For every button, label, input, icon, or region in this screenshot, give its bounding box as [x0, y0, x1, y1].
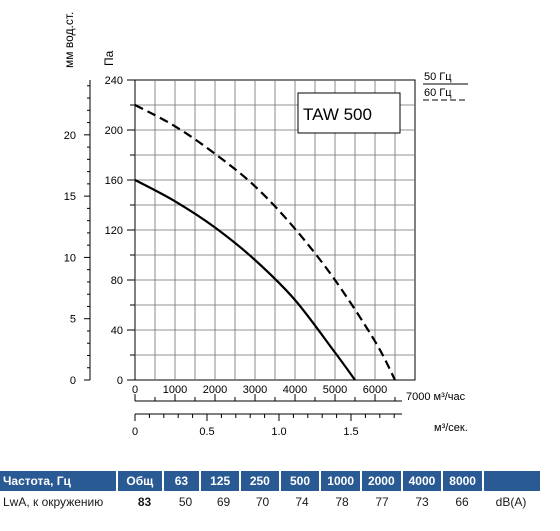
- table-header-cell: 4000: [403, 471, 444, 491]
- table-header-cell: 8000: [443, 471, 484, 491]
- table-row: LwA, к окружению 83 50 69 70 74 78 77 73…: [0, 491, 540, 513]
- sec-tick-label: 1.0: [271, 426, 286, 438]
- mm-tick-label: 10: [64, 252, 76, 264]
- curve-60hz: [134, 104, 396, 381]
- table-cell: 69: [216, 495, 231, 509]
- table-header-cell: 500: [281, 471, 322, 491]
- y-tick-label: 80: [111, 275, 123, 287]
- table-cell: LwA, к окружению: [3, 495, 104, 509]
- y-tick-label: 120: [105, 225, 123, 237]
- y-tick-label: 160: [105, 175, 123, 187]
- table-cell-total: 83: [137, 495, 152, 509]
- y-tick-label: 200: [105, 125, 123, 137]
- sec-tick-label: 0.5: [199, 426, 214, 438]
- mm-tick-label: 5: [70, 314, 76, 326]
- table-cell: 50: [178, 495, 193, 509]
- chart-axes: [89, 80, 402, 415]
- x-tick-label: 2000: [203, 384, 227, 396]
- x-tick-label: 3000: [243, 384, 267, 396]
- x-tick-label: 1000: [163, 384, 187, 396]
- left-axis-unit: мм вод.ст.: [62, 12, 76, 68]
- pressure-axis-unit: Па: [102, 50, 116, 66]
- y-tick-label: 240: [105, 75, 123, 87]
- table-header-cell: 250: [241, 471, 281, 491]
- table-header-cell: Общ: [118, 471, 164, 491]
- table-header-cell: 63: [164, 471, 202, 491]
- table-header-row: Частота, Гц Общ 63 125 250 500 1000 2000…: [0, 471, 540, 491]
- table-cell: 74: [295, 495, 309, 509]
- table-cell: 66: [455, 495, 469, 509]
- mm-tick-label: 0: [70, 375, 76, 387]
- legend-label-50hz: 50 Гц: [424, 71, 452, 83]
- table-header-cell: [484, 471, 540, 491]
- table-cell: 73: [415, 495, 429, 509]
- legend: 50 Гц 60 Гц: [423, 71, 468, 101]
- mm-tick-label: 20: [64, 130, 76, 142]
- x-tick-label: 5000: [323, 384, 347, 396]
- x-tick-label: 4000: [283, 384, 307, 396]
- table-cell: dB(A): [495, 495, 527, 509]
- table-header-cell: 1000: [321, 471, 362, 491]
- sec-tick-label: 0: [132, 426, 138, 438]
- table-header-cell: 2000: [362, 471, 403, 491]
- model-label-box: TAW 500: [297, 92, 401, 134]
- y-tick-label: 40: [111, 325, 123, 337]
- curve-50hz: [134, 179, 356, 381]
- mm-tick-label: 15: [64, 191, 76, 203]
- table-cell: 78: [335, 495, 349, 509]
- model-label: TAW 500: [303, 105, 372, 124]
- x-axis-unit-sec: м³/сек.: [434, 422, 468, 434]
- table-cell: 70: [255, 495, 270, 509]
- x-axis-unit-hour: 7000 м³/час: [406, 391, 466, 403]
- table-cell: 77: [375, 495, 389, 509]
- x-tick-label: 0: [132, 384, 138, 396]
- y-tick-label: 0: [117, 375, 123, 387]
- table-header-cell: 125: [201, 471, 241, 491]
- sound-power-table: Частота, Гц Общ 63 125 250 500 1000 2000…: [0, 471, 540, 513]
- legend-label-60hz: 60 Гц: [424, 87, 452, 99]
- chart-curves: [134, 104, 396, 381]
- table-header-cell: Частота, Гц: [0, 471, 119, 491]
- sec-tick-label: 1.5: [343, 426, 358, 438]
- x-tick-label: 6000: [363, 384, 387, 396]
